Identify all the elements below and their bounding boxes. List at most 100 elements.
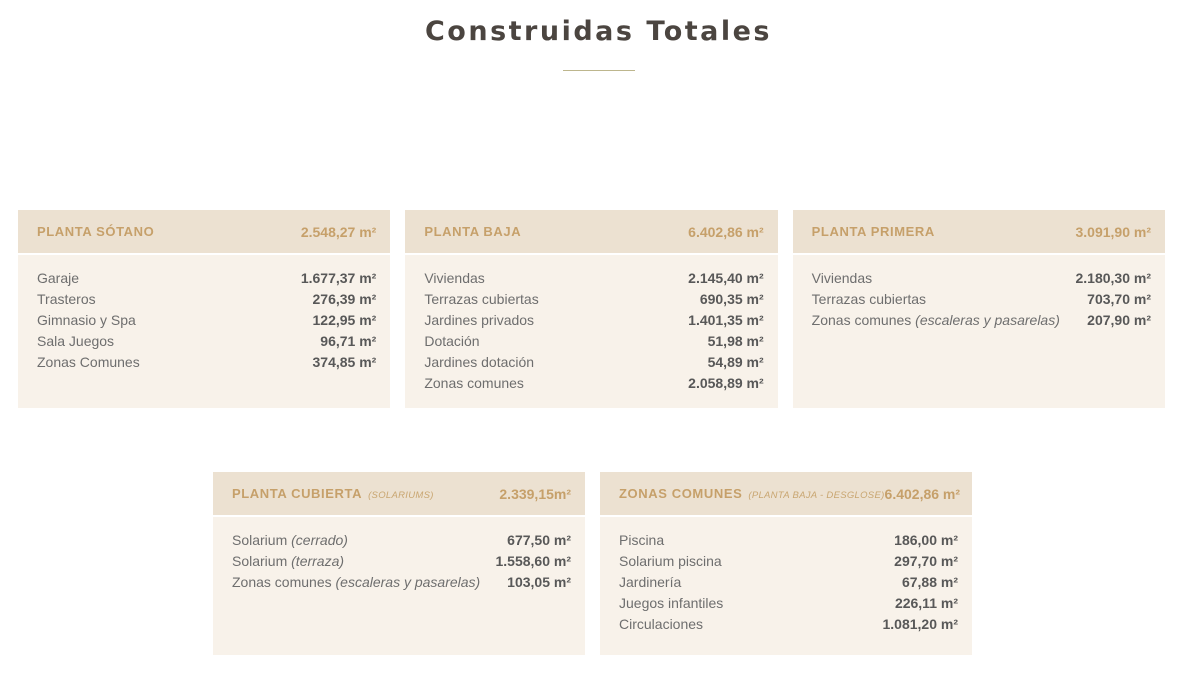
page-title: Construidas Totales: [424, 16, 773, 47]
row-value: 2.145,40 m²: [688, 270, 764, 286]
row-label: Zonas Comunes: [37, 354, 140, 370]
card-total: 3.091,90 m²: [1075, 223, 1151, 240]
card-title-note: (SOLARIUMS): [368, 490, 434, 501]
row-label: Juegos infantiles: [619, 595, 724, 611]
card-planta-cubierta: PLANTA CUBIERTA (SOLARIUMS) 2.339,15m² S…: [213, 472, 585, 655]
card-title: PLANTA CUBIERTA: [232, 486, 363, 501]
table-row: Sala Juegos 96,71 m²: [37, 331, 376, 352]
table-row: Zonas Comunes 374,85 m²: [37, 352, 376, 373]
row-value: 186,00 m²: [894, 532, 958, 548]
card-planta-primera: PLANTA PRIMERA 3.091,90 m² Viviendas 2.1…: [792, 210, 1165, 408]
card-title: PLANTA PRIMERA: [811, 224, 935, 239]
row-label: Viviendas: [424, 270, 485, 286]
table-row: Zonas comunes (escaleras y pasarelas) 10…: [232, 572, 571, 593]
row-label: Solarium piscina: [619, 553, 722, 569]
table-row: Juegos infantiles 226,11 m²: [619, 593, 958, 614]
card-body: Solarium (cerrado) 677,50 m² Solarium (t…: [213, 517, 585, 655]
card-title-note: (PLANTA BAJA - DESGLOSE): [748, 490, 885, 501]
row-note: (cerrado): [291, 532, 348, 548]
table-row: Circulaciones 1.081,20 m²: [619, 614, 958, 635]
table-row: Garaje 1.677,37 m²: [37, 268, 376, 289]
row-value: 703,70 m²: [1087, 291, 1151, 307]
card-title: ZONAS COMUNES: [619, 486, 743, 501]
row-value: 297,70 m²: [894, 553, 958, 569]
row-value: 51,98 m²: [707, 333, 764, 349]
table-row: Zonas comunes (escaleras y pasarelas) 20…: [812, 310, 1151, 331]
cards-row-1: PLANTA SÓTANO 2.548,27 m² Garaje 1.677,3…: [18, 210, 1165, 408]
row-label: Zonas comunes: [232, 574, 332, 590]
card-total: 2.339,15m²: [499, 485, 571, 502]
row-value: 1.558,60 m²: [495, 553, 572, 569]
row-value: 54,89 m²: [707, 354, 764, 370]
card-planta-sotano: PLANTA SÓTANO 2.548,27 m² Garaje 1.677,3…: [18, 210, 391, 408]
card-total: 2.548,27 m²: [300, 223, 377, 240]
table-row: Solarium (terraza) 1.558,60 m²: [232, 551, 571, 572]
row-value: 67,88 m²: [901, 574, 958, 590]
card-header: ZONAS COMUNES (PLANTA BAJA - DESGLOSE) 6…: [600, 472, 972, 515]
row-label: Terrazas cubiertas: [811, 291, 927, 307]
row-note: (terraza): [291, 553, 345, 569]
row-label: Piscina: [619, 532, 665, 548]
row-label: Dotación: [424, 333, 480, 349]
card-body: Piscina 186,00 m² Solarium piscina 297,7…: [600, 517, 972, 655]
card-planta-baja: PLANTA BAJA 6.402,86 m² Viviendas 2.145,…: [405, 210, 778, 408]
row-value: 226,11 m²: [894, 595, 958, 611]
table-row: Jardines dotación 54,89 m²: [424, 352, 763, 373]
title-divider: [562, 70, 635, 71]
row-value: 207,90 m²: [1087, 312, 1151, 328]
card-body: Garaje 1.677,37 m² Trasteros 276,39 m² G…: [18, 255, 391, 408]
table-row: Piscina 186,00 m²: [619, 530, 958, 551]
row-value: 1.401,35 m²: [688, 312, 764, 328]
row-label: Circulaciones: [619, 616, 704, 632]
row-value: 690,35 m²: [699, 291, 764, 307]
table-row: Trasteros 276,39 m²: [37, 289, 376, 310]
table-row: Terrazas cubiertas 690,35 m²: [424, 289, 763, 310]
card-title: PLANTA SÓTANO: [37, 224, 155, 239]
row-value: 103,05 m²: [507, 574, 571, 590]
table-row: Solarium (cerrado) 677,50 m²: [232, 530, 571, 551]
table-row: Dotación 51,98 m²: [424, 331, 763, 352]
card-header: PLANTA PRIMERA 3.091,90 m²: [792, 210, 1165, 253]
row-label: Garaje: [37, 270, 80, 286]
cards-row-2: PLANTA CUBIERTA (SOLARIUMS) 2.339,15m² S…: [213, 472, 972, 655]
row-value: 374,85 m²: [312, 354, 377, 370]
row-note: (escaleras y pasarelas): [335, 574, 481, 590]
row-label: Jardinería: [619, 574, 682, 590]
row-value: 96,71 m²: [320, 333, 377, 349]
row-value: 2.058,89 m²: [688, 375, 764, 391]
table-row: Zonas comunes 2.058,89 m²: [424, 373, 763, 394]
table-row: Solarium piscina 297,70 m²: [619, 551, 958, 572]
table-row: Viviendas 2.145,40 m²: [424, 268, 763, 289]
row-value: 1.081,20 m²: [882, 616, 959, 632]
card-total: 6.402,86 m²: [688, 223, 764, 240]
table-row: Jardines privados 1.401,35 m²: [424, 310, 763, 331]
row-label: Jardines dotación: [424, 354, 535, 370]
row-value: 677,50 m²: [507, 532, 571, 548]
table-row: Jardinería 67,88 m²: [619, 572, 958, 593]
row-value: 276,39 m²: [312, 291, 377, 307]
row-label: Zonas comunes: [811, 312, 912, 328]
card-header: PLANTA CUBIERTA (SOLARIUMS) 2.339,15m²: [213, 472, 585, 515]
card-header: PLANTA SÓTANO 2.548,27 m²: [18, 210, 391, 253]
row-label: Terrazas cubiertas: [424, 291, 539, 307]
card-title: PLANTA BAJA: [424, 224, 522, 239]
card-header: PLANTA BAJA 6.402,86 m²: [405, 210, 778, 253]
row-label: Solarium: [232, 532, 288, 548]
row-label: Solarium: [232, 553, 288, 569]
row-label: Jardines privados: [424, 312, 535, 328]
card-body: Viviendas 2.180,30 m² Terrazas cubiertas…: [792, 255, 1165, 408]
table-row: Terrazas cubiertas 703,70 m²: [812, 289, 1151, 310]
card-zonas-comunes: ZONAS COMUNES (PLANTA BAJA - DESGLOSE) 6…: [600, 472, 972, 655]
row-value: 2.180,30 m²: [1075, 270, 1151, 286]
table-row: Viviendas 2.180,30 m²: [812, 268, 1151, 289]
table-row: Gimnasio y Spa 122,95 m²: [37, 310, 376, 331]
row-note: (escaleras y pasarelas): [915, 312, 1060, 328]
row-label: Sala Juegos: [37, 333, 115, 349]
row-value: 1.677,37 m²: [300, 270, 377, 286]
row-label: Gimnasio y Spa: [37, 312, 136, 328]
row-label: Trasteros: [37, 291, 96, 307]
row-value: 122,95 m²: [312, 312, 377, 328]
row-label: Zonas comunes: [424, 375, 524, 391]
card-body: Viviendas 2.145,40 m² Terrazas cubiertas…: [405, 255, 778, 408]
